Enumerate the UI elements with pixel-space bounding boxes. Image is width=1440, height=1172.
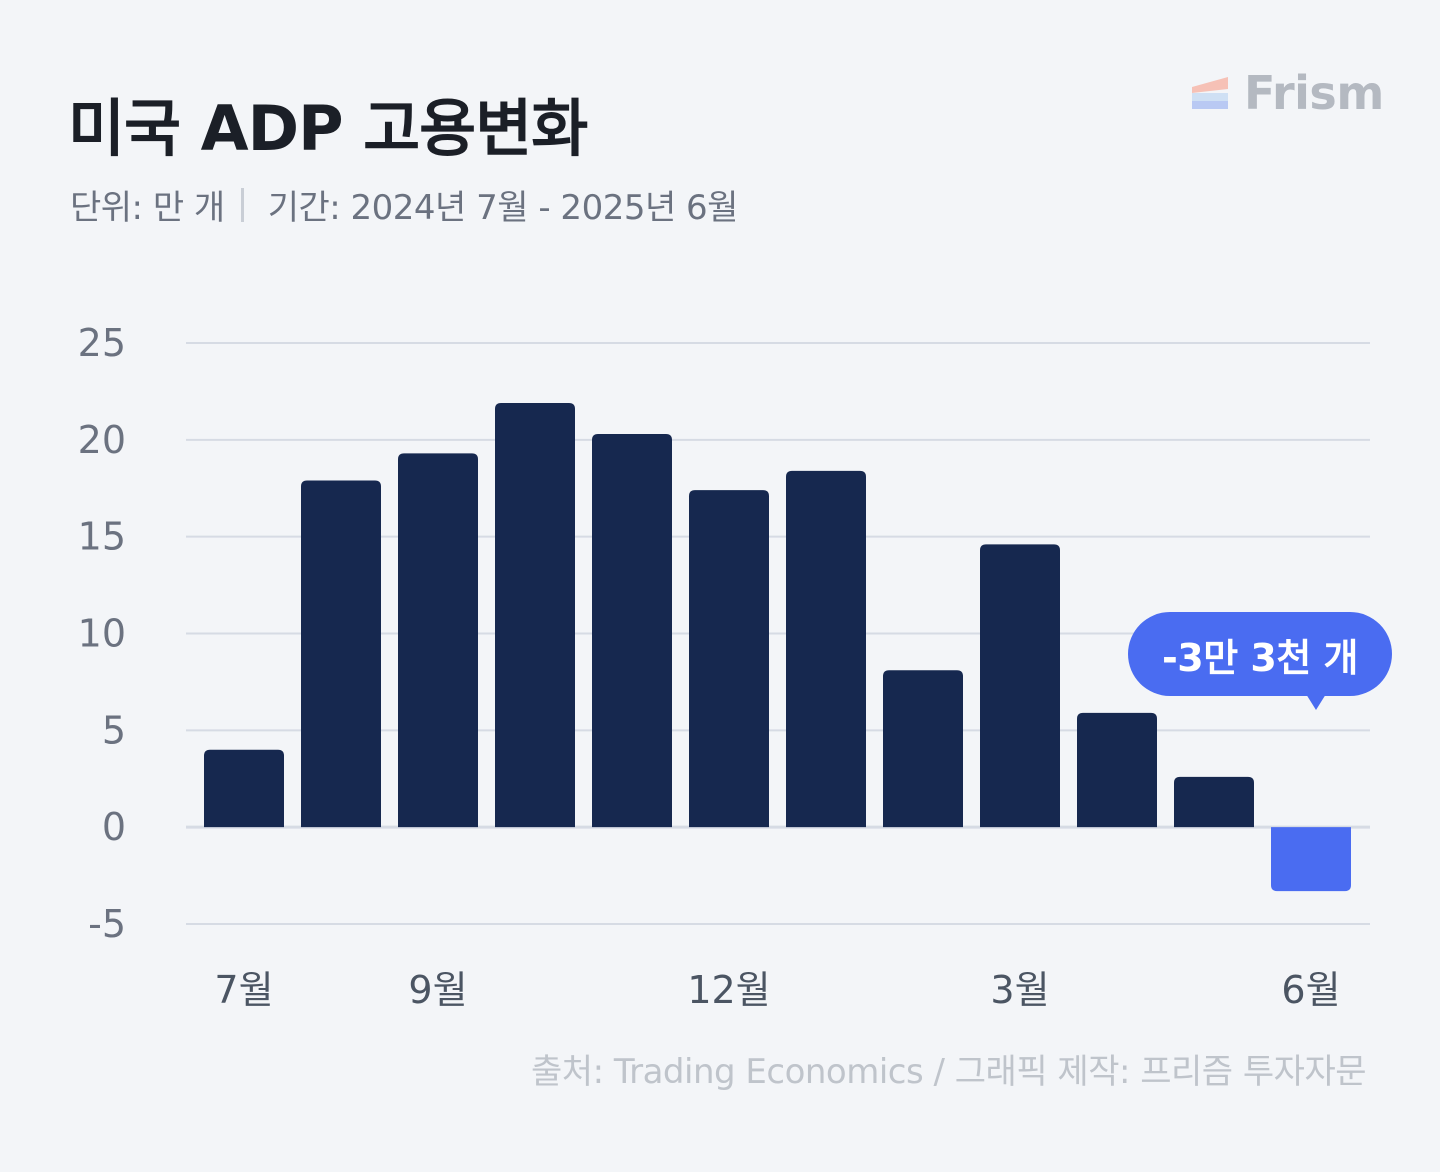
chart-subtitle: 단위: 만 개 기간: 2024년 7월 - 2025년 6월	[70, 180, 738, 229]
bar	[883, 670, 963, 828]
bar-highlight	[1271, 827, 1351, 892]
brand-logo: Frism	[1190, 66, 1384, 120]
source-note: 출처: Trading Economics / 그래픽 제작: 프리즘 투자자문	[531, 1052, 1366, 1092]
y-tick-label: 10	[78, 612, 126, 656]
x-tick-label: 3월	[990, 968, 1049, 1012]
y-tick-label: 15	[78, 515, 126, 559]
y-axis-ticks: 25 20 15 10 5 0 -5	[78, 321, 126, 946]
bars	[204, 403, 1351, 892]
y-tick-label: -5	[88, 902, 126, 946]
bar	[398, 453, 478, 828]
value-callout: -3만 3천 개	[1128, 612, 1392, 696]
page-title: 미국 ADP 고용변화	[68, 92, 588, 165]
callout-pointer	[1306, 694, 1326, 710]
x-tick-label: 6월	[1281, 968, 1340, 1012]
x-tick-label: 7월	[214, 968, 273, 1012]
y-tick-label: 25	[78, 321, 126, 365]
x-axis-ticks: 7월 9월 12월 3월 6월	[214, 968, 1340, 1012]
period-label: 기간: 2024년 7월 - 2025년 6월	[267, 188, 739, 228]
y-tick-label: 20	[78, 418, 126, 462]
bar	[301, 480, 381, 828]
bar	[689, 490, 769, 828]
x-tick-label: 9월	[408, 968, 467, 1012]
y-tick-label: 5	[102, 708, 126, 752]
unit-label: 단위: 만 개	[70, 188, 225, 228]
logo-text: Frism	[1244, 66, 1384, 120]
bar	[204, 749, 284, 828]
divider	[240, 187, 244, 222]
bar	[1077, 712, 1157, 828]
y-tick-label: 0	[102, 805, 126, 849]
bar	[592, 434, 672, 828]
frism-logo-icon	[1192, 77, 1228, 109]
bar	[1174, 776, 1254, 828]
bar	[495, 403, 575, 828]
bar	[980, 544, 1060, 828]
x-tick-label: 12월	[687, 968, 770, 1012]
bar	[786, 470, 866, 828]
